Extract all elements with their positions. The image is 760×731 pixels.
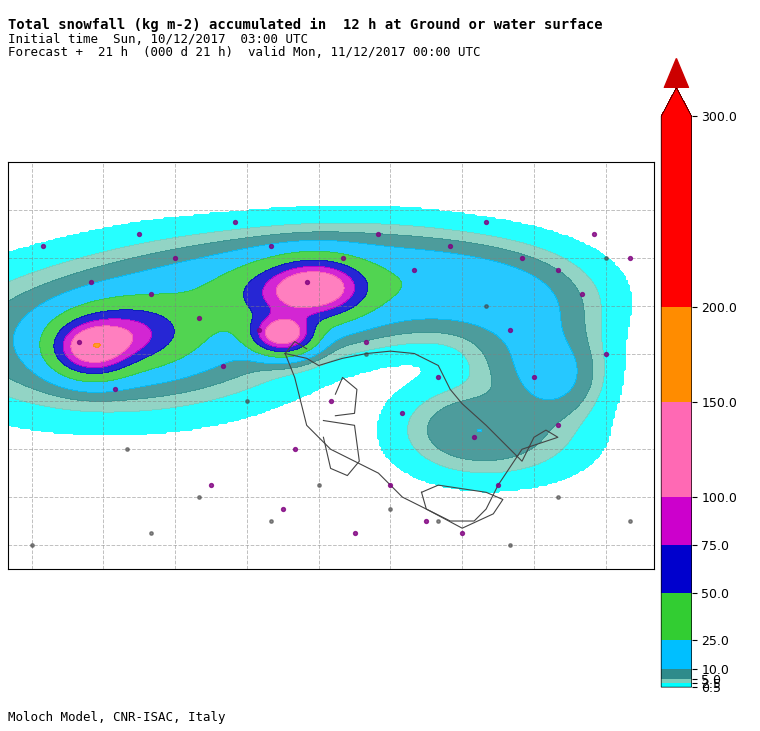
Point bbox=[444, 240, 456, 251]
Point bbox=[600, 252, 612, 264]
Point bbox=[480, 300, 492, 311]
Point bbox=[193, 491, 205, 503]
Point bbox=[552, 420, 564, 431]
Point bbox=[432, 371, 445, 383]
Point bbox=[360, 336, 372, 347]
Point bbox=[456, 527, 468, 539]
Point bbox=[337, 252, 349, 264]
Point bbox=[289, 444, 301, 455]
Point bbox=[492, 480, 504, 491]
Text: Forecast +  21 h  (000 d 21 h)  valid Mon, 11/12/2017 00:00 UTC: Forecast + 21 h (000 d 21 h) valid Mon, … bbox=[8, 46, 480, 59]
Polygon shape bbox=[664, 58, 689, 88]
Point bbox=[241, 395, 253, 407]
Point bbox=[408, 264, 420, 276]
Point bbox=[229, 216, 241, 228]
Point bbox=[121, 444, 133, 455]
Point bbox=[372, 228, 385, 240]
Point bbox=[360, 348, 372, 360]
Point bbox=[145, 527, 157, 539]
Text: Initial time  Sun, 10/12/2017  03:00 UTC: Initial time Sun, 10/12/2017 03:00 UTC bbox=[8, 33, 308, 46]
Text: Moloch Model, CNR-ISAC, Italy: Moloch Model, CNR-ISAC, Italy bbox=[8, 711, 225, 724]
Point bbox=[109, 384, 122, 395]
Point bbox=[205, 480, 217, 491]
Point bbox=[37, 240, 49, 251]
Text: Total snowfall (kg m-2) accumulated in  12 h at Ground or water surface: Total snowfall (kg m-2) accumulated in 1… bbox=[8, 18, 602, 32]
Point bbox=[312, 480, 325, 491]
Point bbox=[480, 216, 492, 228]
Point bbox=[85, 276, 97, 287]
Point bbox=[504, 539, 516, 550]
Point bbox=[264, 240, 277, 251]
Point bbox=[396, 407, 408, 419]
Point bbox=[325, 395, 337, 407]
Point bbox=[264, 515, 277, 527]
Point bbox=[504, 324, 516, 336]
Point bbox=[528, 371, 540, 383]
Point bbox=[552, 264, 564, 276]
Point bbox=[576, 288, 588, 300]
Point bbox=[253, 324, 265, 336]
Point bbox=[169, 252, 181, 264]
Point bbox=[385, 503, 397, 515]
Point bbox=[193, 312, 205, 324]
Point bbox=[600, 348, 612, 360]
Point bbox=[432, 515, 445, 527]
Point bbox=[468, 431, 480, 443]
Point bbox=[348, 527, 360, 539]
PathPatch shape bbox=[661, 88, 692, 116]
Point bbox=[587, 228, 600, 240]
Point bbox=[277, 503, 289, 515]
Point bbox=[145, 288, 157, 300]
Point bbox=[624, 515, 636, 527]
Point bbox=[301, 276, 313, 287]
Point bbox=[73, 336, 85, 347]
Point bbox=[420, 515, 432, 527]
Point bbox=[217, 360, 229, 371]
Point bbox=[385, 480, 397, 491]
Point bbox=[552, 491, 564, 503]
Point bbox=[516, 252, 528, 264]
Point bbox=[133, 228, 145, 240]
Point bbox=[25, 539, 37, 550]
Point bbox=[624, 252, 636, 264]
